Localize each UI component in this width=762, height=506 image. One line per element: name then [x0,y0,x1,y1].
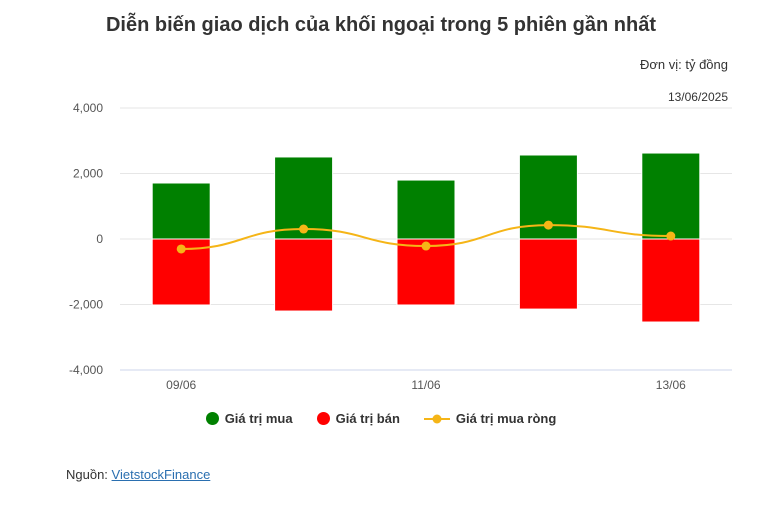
source-link[interactable]: VietstockFinance [111,467,211,482]
source: Nguồn: VietstockFinance [66,467,210,482]
net-point [421,241,431,251]
sell-bar [518,238,578,310]
y-tick-label: 0 [96,232,103,246]
y-tick-label: 2,000 [73,167,103,181]
buy-bar [396,179,456,240]
legend-item-sell[interactable]: Giá trị bán [316,411,400,426]
buy-bar [151,182,211,240]
sell-bar [151,238,211,306]
legend-marker [423,414,450,423]
legend-label: Giá trị bán [335,411,400,426]
legend-label: Giá trị mua [224,411,293,426]
buy-bar [641,152,701,240]
chart-title: Diễn biến giao dịch của khối ngoại trong… [105,14,657,36]
net-point [176,244,186,254]
legend: Giá trị mua Giá trị bán Giá trị mua ròng [0,411,762,426]
legend-item-net[interactable]: Giá trị mua ròng [423,411,557,426]
y-tick-label: 4,000 [73,101,103,115]
legend-marker [316,412,330,425]
net-point [666,231,676,241]
legend-marker [205,412,219,425]
x-tick-label: 11/06 [411,378,440,392]
net-point [543,220,553,230]
y-tick-label: -2,000 [69,298,103,312]
sell-bar [641,238,701,323]
legend-label: Giá trị mua ròng [455,411,557,426]
net-point [299,224,309,234]
x-tick-label: 09/06 [166,378,196,392]
sell-bar [274,238,334,312]
y-tick-label: -4,000 [69,363,103,377]
date-label: 13/06/2025 [667,90,728,104]
x-tick-label: 13/06 [656,378,686,392]
source-label: Nguồn: [66,467,112,482]
unit-label: Đơn vị: tỷ đồng [639,57,728,72]
legend-item-buy[interactable]: Giá trị mua [205,411,293,426]
